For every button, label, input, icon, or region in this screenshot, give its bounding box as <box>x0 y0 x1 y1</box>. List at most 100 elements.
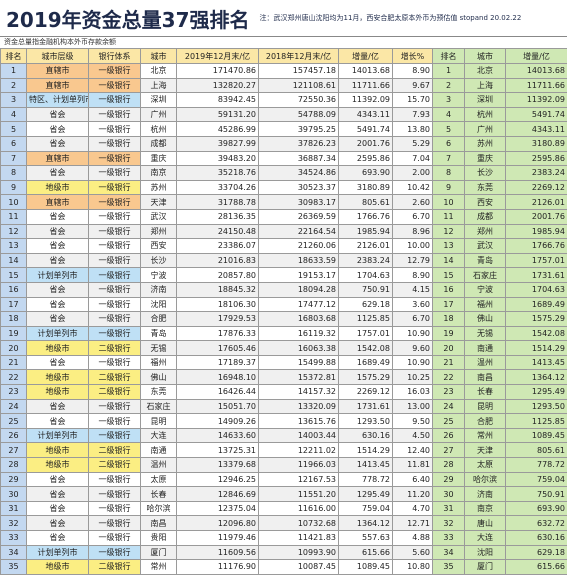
table-cell: 18106.30 <box>176 296 259 313</box>
table-row: 34 计划单列市 一级银行 厦门 11609.56 10993.90 615.66 5.60 3… <box>0 544 567 561</box>
table-cell: 2 <box>432 77 465 94</box>
table-cell: 直辖市 <box>26 194 89 210</box>
table-cell: 805.61 <box>505 442 567 459</box>
table-cell: 72550.36 <box>258 92 339 108</box>
table-row: 17 省会 一级银行 沈阳 18106.30 17477.12 629.18 3.60 17 福州… <box>0 296 567 313</box>
table-cell: 太原 <box>464 457 506 473</box>
table-cell: 5.60 <box>392 544 433 561</box>
table-cell: 1766.76 <box>338 208 393 225</box>
table-cell: 15.70 <box>392 92 433 108</box>
table-cell: 16063.38 <box>258 340 339 356</box>
table-cell: 121108.61 <box>258 77 339 94</box>
table-cell: 778.72 <box>505 457 567 473</box>
table-cell: 1689.49 <box>505 296 567 313</box>
table-cell: 合肥 <box>140 311 177 327</box>
table-cell: 16.03 <box>392 384 433 400</box>
table-cell: 28 <box>432 457 465 473</box>
table-cell: 西安 <box>464 194 506 210</box>
table-cell: 21 <box>432 354 465 371</box>
column-header: 排名 <box>0 48 27 64</box>
table-row: 12 省会 一级银行 郑州 24150.48 22164.54 1985.94 8.96 12 郑… <box>0 223 567 240</box>
table-cell: 805.61 <box>338 194 393 210</box>
table-row: 28 地级市 二级银行 温州 13379.68 11966.03 1413.45 11.81 2… <box>0 457 567 473</box>
table-cell: 一级银行 <box>88 267 141 283</box>
table-cell: 10.42 <box>392 179 433 196</box>
table-cell: 14633.60 <box>176 427 259 444</box>
table-cell: 11.20 <box>392 486 433 502</box>
table-cell: 12375.04 <box>176 500 259 517</box>
table-cell: 27 <box>432 442 465 459</box>
table-cell: 1542.08 <box>505 325 567 342</box>
column-header: 2019年12月末/亿 <box>176 48 259 64</box>
table-cell: 1704.63 <box>338 267 393 283</box>
table-cell: 5.29 <box>392 135 433 152</box>
table-cell: 合肥 <box>464 413 506 429</box>
table-cell: 2383.24 <box>505 165 567 181</box>
table-cell: 郑州 <box>464 223 506 240</box>
table-cell: 6 <box>432 135 465 152</box>
table-cell: 19153.17 <box>258 267 339 283</box>
table-cell: 一级银行 <box>88 296 141 313</box>
table-row: 6 省会 一级银行 成都 39827.99 37826.23 2001.76 5.29 6 苏州 3… <box>0 135 567 152</box>
table-cell: 1089.45 <box>505 427 567 444</box>
table-cell: 5 <box>0 121 27 137</box>
table-cell: 18 <box>0 311 27 327</box>
table-cell: 二级银行 <box>88 369 141 386</box>
table-cell: 12 <box>432 223 465 240</box>
table-cell: 629.18 <box>505 544 567 561</box>
table-cell: 34 <box>0 544 27 561</box>
column-header: 增量/亿 <box>338 48 393 64</box>
table-cell: 重庆 <box>140 150 177 167</box>
table-cell: 10993.90 <box>258 544 339 561</box>
column-header: 城市层级 <box>26 48 89 64</box>
table-cell: 1575.29 <box>338 369 393 386</box>
table-cell: 1 <box>432 63 465 79</box>
table-cell: 11711.66 <box>338 77 393 94</box>
table-cell: 39483.20 <box>176 150 259 167</box>
table-cell: 省会 <box>26 165 89 181</box>
table-cell: 25 <box>0 413 27 429</box>
table-cell: 福州 <box>464 296 506 313</box>
table-row: 9 地级市 一级银行 苏州 33704.26 30523.37 3180.89 10.42 9 东… <box>0 179 567 196</box>
table-row: 3 特区、计划单列市 一级银行 深圳 83942.45 72550.36 11392.09 1… <box>0 92 567 108</box>
table-cell: 13.80 <box>392 121 433 137</box>
table-cell: 贵阳 <box>140 530 177 546</box>
table-row: 5 省会 一级银行 杭州 45286.99 39795.25 5491.74 13.80 5 广州… <box>0 121 567 137</box>
table-cell: 1413.45 <box>338 457 393 473</box>
table-cell: 济南 <box>464 486 506 502</box>
table-cell: 1542.08 <box>338 340 393 356</box>
table-cell: 17605.46 <box>176 340 259 356</box>
table-cell: 3 <box>432 92 465 108</box>
table-cell: 33 <box>432 530 465 546</box>
table-cell: 北京 <box>140 63 177 79</box>
table-cell: 沈阳 <box>140 296 177 313</box>
table-cell: 1731.61 <box>505 267 567 283</box>
table-cell: 郑州 <box>140 223 177 240</box>
table-cell: 一级银行 <box>88 252 141 269</box>
table-cell: 28136.35 <box>176 208 259 225</box>
table-cell: 5491.74 <box>338 121 393 137</box>
table-cell: 12846.69 <box>176 486 259 502</box>
table-cell: 一级银行 <box>88 413 141 429</box>
table-cell: 24 <box>432 398 465 415</box>
table-cell: 1575.29 <box>505 311 567 327</box>
table-cell: 22 <box>432 369 465 386</box>
table-cell: 1413.45 <box>505 354 567 371</box>
table-cell: 省会 <box>26 281 89 298</box>
table-cell: 省会 <box>26 500 89 517</box>
table-row: 10 直辖市 一级银行 天津 31788.78 30983.17 805.61 2.60 10 西… <box>0 194 567 210</box>
table-cell: 9 <box>432 179 465 196</box>
table-cell: 南京 <box>464 500 506 517</box>
column-header: 城市 <box>140 48 177 64</box>
table-cell: 11551.20 <box>258 486 339 502</box>
table-cell: 12.40 <box>392 442 433 459</box>
table-cell: 2269.12 <box>338 384 393 400</box>
table-cell: 17189.37 <box>176 354 259 371</box>
table-cell: 武汉 <box>140 208 177 225</box>
table-cell: 12096.80 <box>176 515 259 531</box>
table-cell: 4343.11 <box>505 121 567 137</box>
table-cell: 36887.34 <box>258 150 339 167</box>
column-header: 2018年12月末/亿 <box>258 48 339 64</box>
table-cell: 12.71 <box>392 515 433 531</box>
table-cell: 11421.83 <box>258 530 339 546</box>
